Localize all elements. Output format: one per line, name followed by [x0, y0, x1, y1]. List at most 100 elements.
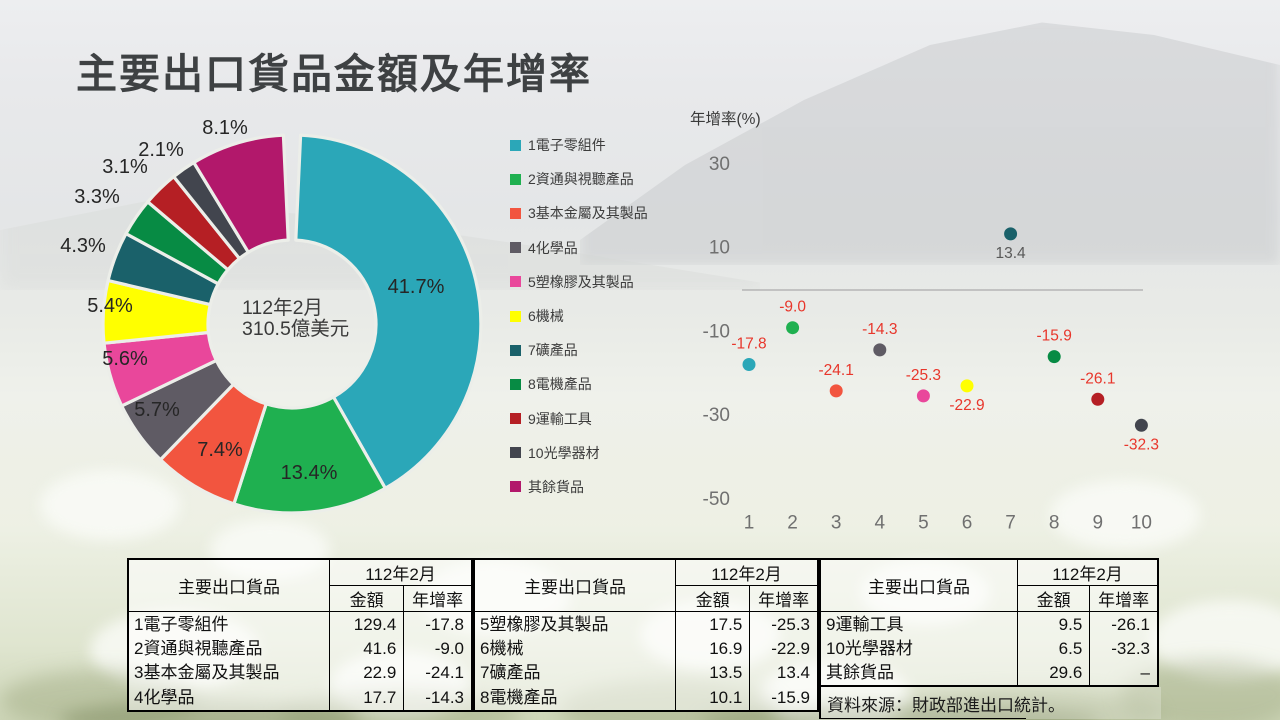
x-tick-label: 4 [875, 513, 886, 534]
table-header-products: 主要出口貨品 [473, 558, 677, 612]
growth-rate-cell: -24.1 [403, 660, 473, 686]
table-row: 9運輸工具 9.5 -26.1 [819, 611, 1159, 637]
y-tick-label: 10 [709, 238, 730, 259]
legend-item: 5塑橡膠及其製品 [510, 265, 648, 299]
table-row: 10光學器材 6.5 -32.3 [819, 636, 1159, 661]
product-name-cell: 6機械 [473, 636, 677, 661]
legend-item-label: 其餘貨品 [528, 478, 584, 495]
growth-rate-cell: -22.9 [749, 636, 819, 661]
product-name-cell: 7礦產品 [473, 660, 677, 686]
product-name-cell: 其餘貨品 [819, 660, 1019, 687]
product-name-cell: 9運輸工具 [819, 611, 1019, 637]
table-header-growth: 年增率 [749, 585, 819, 612]
amount-cell: 22.9 [329, 660, 405, 686]
scatter-point [1091, 392, 1105, 406]
pie-slice-label: 13.4% [281, 462, 338, 484]
x-tick-label: 3 [831, 513, 842, 534]
table-row: 2資通與視聽產品 41.6 -9.0 [127, 636, 473, 661]
growth-rate-cell: – [1089, 660, 1159, 687]
scatter-point [1134, 418, 1148, 432]
legend-swatch [510, 344, 521, 356]
growth-rate-cell: -9.0 [403, 636, 473, 661]
legend-item-label: 9運輸工具 [528, 410, 592, 427]
scatter-point [1004, 227, 1018, 241]
growth-rate-cell: -25.3 [749, 611, 819, 637]
legend-item: 3基本金屬及其製品 [510, 196, 648, 230]
scatter-point [960, 379, 974, 393]
scatter-point-label: -32.3 [1124, 436, 1159, 453]
scatter-chart: 年增率(%) 30 10 -10 -30 -50 1 -17.8 2 -9.0 3 -24.1 4 -1… [690, 110, 1159, 534]
legend-item: 4化學品 [510, 231, 648, 265]
scatter-point-label: 13.4 [996, 245, 1027, 262]
scatter-point-label: -24.1 [819, 362, 854, 379]
pie-slice-label: 4.3% [60, 235, 106, 257]
pie-slice [294, 133, 483, 490]
growth-rate-cell: -32.3 [1089, 636, 1159, 661]
y-tick-label: -30 [703, 405, 730, 426]
pie-slice-label: 5.4% [87, 295, 133, 317]
scatter-point-label: -26.1 [1080, 370, 1115, 387]
product-name-cell: 10光學器材 [819, 636, 1019, 661]
legend-item: 6機械 [510, 299, 648, 333]
legend-item-label: 7礦產品 [528, 342, 578, 359]
growth-rate-cell: -15.9 [749, 685, 819, 711]
table-header-period: 112年2月 [675, 558, 819, 586]
x-tick-label: 10 [1131, 513, 1152, 534]
table-header-amount: 金額 [1017, 585, 1091, 612]
flower-blob [1150, 600, 1280, 680]
legend-swatch [510, 310, 521, 322]
table-header-period: 112年2月 [329, 558, 473, 586]
y-axis-title: 年增率(%) [690, 110, 761, 128]
product-name-cell: 2資通與視聽產品 [127, 636, 331, 661]
export-data-table: 主要出口貨品 112年2月 金額 年增率 9運輸工具 9.5 -26.1 10光學器材 6.5-… [819, 558, 1159, 688]
amount-cell: 9.5 [1017, 611, 1091, 637]
legend-swatch [510, 378, 521, 390]
amount-cell: 13.5 [675, 660, 751, 686]
legend-swatch [510, 207, 521, 219]
table-section: 主要出口貨品 112年2月 金額 年增率 9運輸工具 9.5 -26.1 10光學器材 6.5-… [819, 558, 1161, 720]
legend-swatch [510, 413, 521, 425]
table-header-growth: 年增率 [403, 585, 473, 612]
table-row: 7礦產品 13.5 13.4 [473, 660, 819, 686]
table-section: 主要出口貨品 112年2月 金額 年增率 5塑橡膠及其製品 17.5 -25.3 6機械 16.… [473, 558, 819, 712]
legend-item: 9運輸工具 [510, 402, 648, 436]
y-tick-label: 30 [709, 154, 730, 175]
pie-slice-label: 3.1% [102, 156, 148, 178]
x-tick-label: 2 [787, 513, 798, 534]
legend-swatch [510, 242, 521, 254]
table-row: 其餘貨品 29.6– [819, 660, 1159, 687]
amount-cell: 17.5 [675, 611, 751, 637]
growth-rate-cell: -14.3 [403, 685, 473, 711]
amount-cell: 129.4 [329, 611, 405, 637]
product-name-cell: 5塑橡膠及其製品 [473, 611, 677, 637]
scatter-point-label: -22.9 [949, 397, 984, 414]
legend-item: 7礦產品 [510, 333, 648, 367]
legend-swatch [510, 173, 521, 185]
scatter-point [786, 321, 800, 335]
scatter-point-label: -14.3 [862, 321, 897, 338]
legend-swatch [510, 276, 521, 288]
growth-rate-cell: 13.4 [749, 660, 819, 686]
scatter-point [916, 389, 930, 403]
pie-slice-label: 8.1% [202, 117, 248, 139]
product-name-cell: 8電機產品 [473, 685, 677, 711]
table-header-products: 主要出口貨品 [819, 558, 1019, 612]
product-name-cell: 4化學品 [127, 685, 331, 711]
table-header-amount: 金額 [329, 585, 405, 612]
table-row: 8電機產品 10.1 -15.9 [473, 685, 819, 711]
legend-item-label: 1電子零組件 [528, 137, 606, 154]
flower-blob [40, 470, 180, 540]
donut-center-total: 310.5億美元 [242, 318, 349, 340]
scatter-point [873, 343, 887, 357]
source-note: 資料來源：財政部進出口統計。 [819, 687, 1161, 720]
growth-rate-cell: -26.1 [1089, 611, 1159, 637]
scatter-point [829, 384, 843, 398]
scatter-point [742, 358, 756, 371]
pie-slice-label: 2.1% [138, 139, 184, 161]
legend-swatch [510, 139, 521, 151]
table-header-growth: 年增率 [1089, 585, 1159, 612]
amount-cell: 29.6 [1017, 660, 1091, 687]
table-section: 主要出口貨品 112年2月 金額 年增率 1電子零組件 129.4 -17.8 2資通與視聽產… [127, 558, 473, 712]
legend-item-label: 4化學品 [528, 239, 578, 256]
amount-cell: 6.5 [1017, 636, 1091, 661]
